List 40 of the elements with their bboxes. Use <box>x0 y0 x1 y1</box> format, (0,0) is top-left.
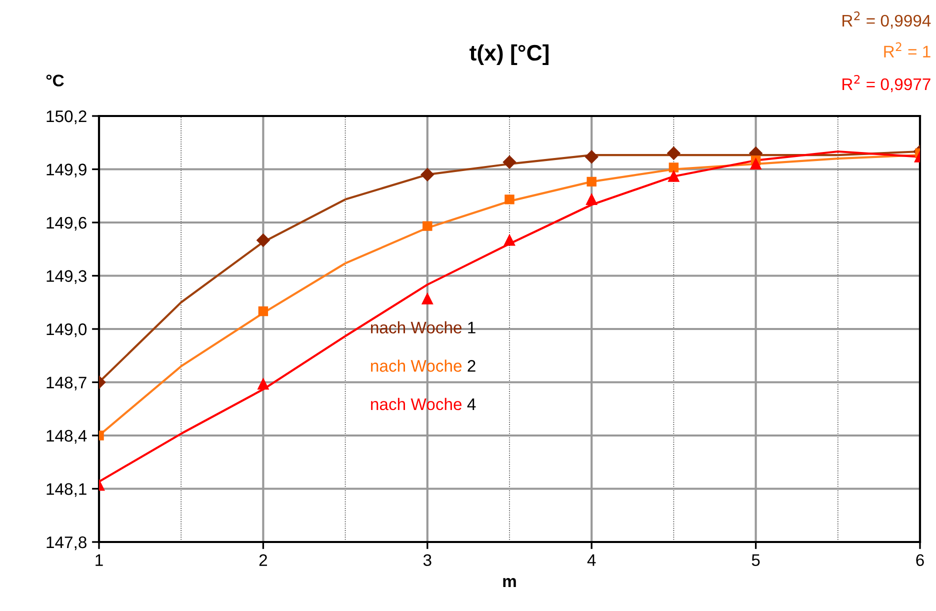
y-tick-label: 149,9 <box>46 164 86 178</box>
x-tick-label: 1 <box>96 554 103 566</box>
point <box>668 162 679 172</box>
point <box>667 146 680 160</box>
y-tick-label: 149,6 <box>46 216 86 231</box>
point <box>586 194 598 205</box>
text: nach Woche 1 <box>371 321 476 334</box>
y-tick-label: 148,4 <box>46 430 87 444</box>
y-tick-label: 149,3 <box>46 270 86 284</box>
point <box>256 234 270 247</box>
x-tick-label: 6 <box>916 554 924 566</box>
point <box>585 150 598 164</box>
text: R$^{2}$ = 1 <box>884 42 930 58</box>
point <box>668 170 680 182</box>
chart-title: t(x) [°C] <box>470 44 548 66</box>
y-tick-label: 148,1 <box>46 483 86 497</box>
x-tick-label: 4 <box>587 554 596 566</box>
point <box>504 194 514 204</box>
y-tick-label: 147,8 <box>46 536 86 550</box>
text: R$^{2}$ = 0,9977 <box>842 74 930 92</box>
y-tick-label: 148,7 <box>46 376 86 390</box>
y-tick-label: 149,0 <box>46 323 87 338</box>
point <box>420 168 434 182</box>
x-tick-label: 2 <box>259 554 267 566</box>
x-axis-title: m <box>503 578 516 587</box>
point <box>502 156 516 169</box>
y-axis-title: °C <box>46 74 64 86</box>
y-tick-label: 150,2 <box>46 110 86 124</box>
point <box>750 158 762 170</box>
text: R$^{2}$ = 0,9994 <box>842 11 931 29</box>
point <box>504 234 516 246</box>
x-tick-label: 5 <box>752 554 760 566</box>
point <box>258 378 269 390</box>
text: nach Woche 4 <box>371 398 476 410</box>
point <box>422 293 433 304</box>
x-tick-label: 3 <box>423 554 432 566</box>
point <box>258 306 268 316</box>
text: nach Woche 2 <box>371 360 476 372</box>
point <box>422 221 432 231</box>
point <box>586 176 596 187</box>
